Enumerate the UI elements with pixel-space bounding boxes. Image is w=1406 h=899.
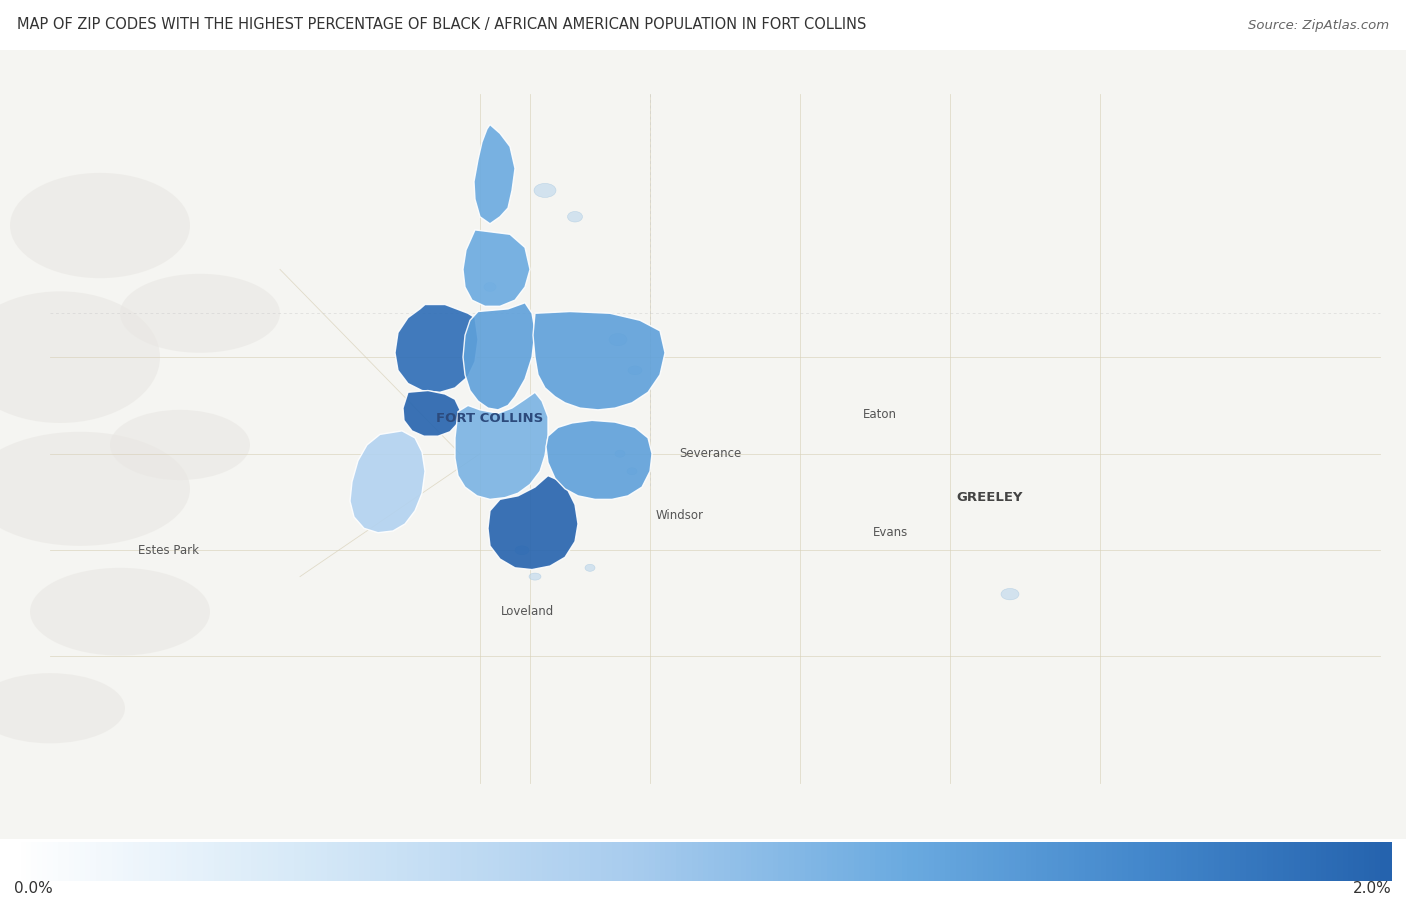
Polygon shape [533, 312, 665, 410]
Text: Eaton: Eaton [863, 408, 897, 421]
Polygon shape [546, 421, 652, 499]
Ellipse shape [110, 410, 250, 480]
Ellipse shape [534, 183, 555, 198]
Text: Severance: Severance [679, 447, 741, 460]
Polygon shape [456, 392, 548, 499]
Polygon shape [474, 125, 515, 224]
Text: FORT COLLINS: FORT COLLINS [436, 412, 544, 425]
Ellipse shape [0, 291, 160, 423]
Ellipse shape [10, 173, 190, 278]
Ellipse shape [529, 573, 541, 580]
Text: Windsor: Windsor [657, 509, 704, 521]
Ellipse shape [585, 565, 595, 572]
Ellipse shape [515, 546, 529, 555]
Text: 2.0%: 2.0% [1353, 881, 1392, 896]
Ellipse shape [609, 334, 627, 346]
Polygon shape [488, 476, 578, 570]
Ellipse shape [568, 211, 582, 222]
Ellipse shape [0, 673, 125, 743]
Ellipse shape [628, 366, 643, 375]
Ellipse shape [30, 568, 209, 655]
Text: Loveland: Loveland [501, 605, 554, 619]
Ellipse shape [120, 274, 280, 352]
Text: Source: ZipAtlas.com: Source: ZipAtlas.com [1249, 19, 1389, 31]
Text: MAP OF ZIP CODES WITH THE HIGHEST PERCENTAGE OF BLACK / AFRICAN AMERICAN POPULAT: MAP OF ZIP CODES WITH THE HIGHEST PERCEN… [17, 17, 866, 32]
Text: Evans: Evans [872, 526, 908, 539]
Ellipse shape [1001, 589, 1019, 600]
Text: Estes Park: Estes Park [138, 544, 198, 556]
Text: 0.0%: 0.0% [14, 881, 53, 896]
Ellipse shape [614, 450, 626, 458]
Polygon shape [463, 230, 530, 307]
Ellipse shape [627, 467, 637, 475]
Ellipse shape [484, 282, 496, 291]
Polygon shape [463, 303, 536, 410]
Polygon shape [395, 305, 478, 392]
Text: GREELEY: GREELEY [956, 491, 1024, 504]
Polygon shape [350, 431, 425, 533]
Polygon shape [404, 390, 460, 436]
Ellipse shape [0, 432, 190, 546]
